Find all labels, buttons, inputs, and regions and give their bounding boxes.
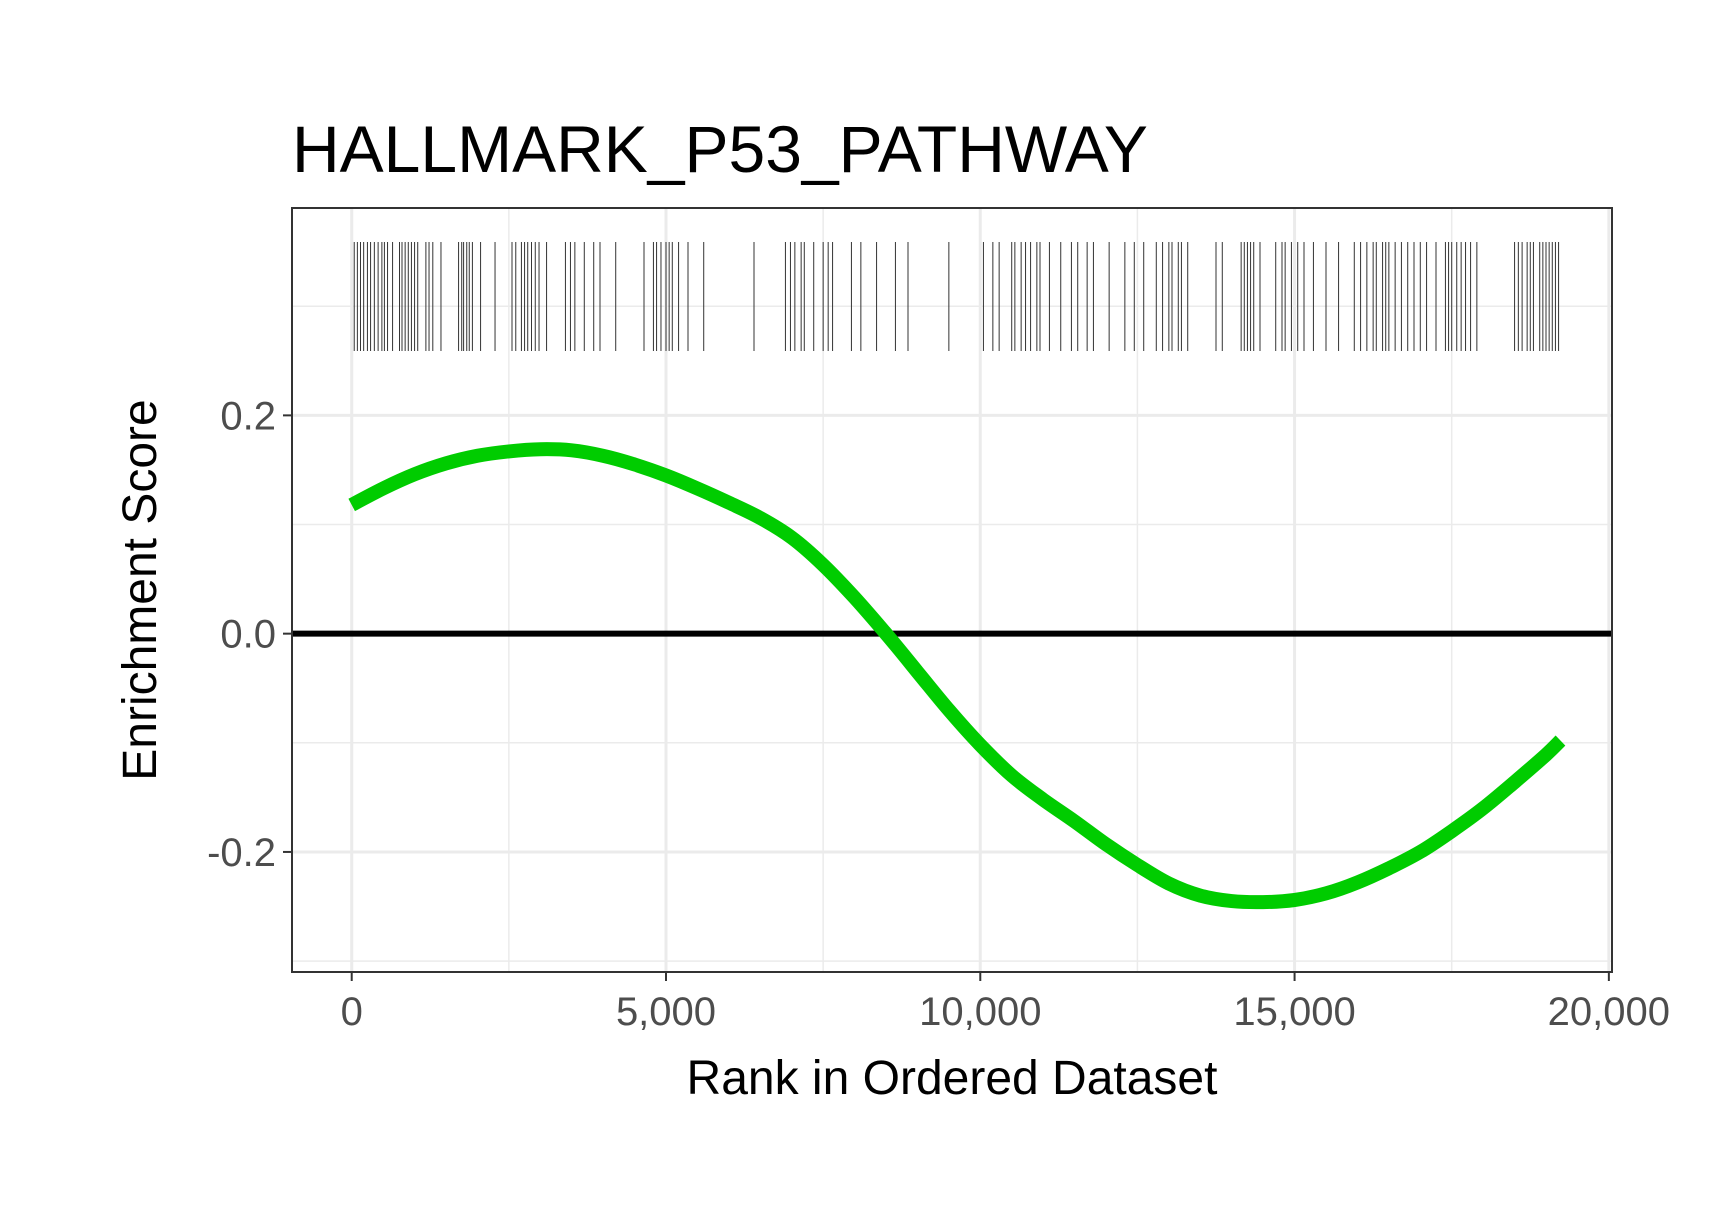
x-axis-title: Rank in Ordered Dataset [687,1052,1218,1105]
enrichment-score-curve [348,442,1566,910]
x-tick-label: 20,000 [1548,990,1670,1034]
y-axis-ticks: -0.2 0.0 0.2 [207,394,292,875]
plot-panel-border [291,207,1613,973]
gene-hit-ticks [353,242,1560,351]
y-tick-label: 0.0 [220,613,276,657]
y-tick-label: -0.2 [207,831,276,875]
chart-title: HALLMARK_P53_PATHWAY [292,112,1148,186]
y-axis-title: Enrichment Score [114,399,167,781]
x-axis-ticks: 0 5,000 10,000 15,000 20,000 [341,972,1670,1034]
x-tick-label: 5,000 [616,990,716,1034]
x-tick-label: 0 [341,990,363,1034]
x-tick-label: 15,000 [1233,990,1355,1034]
x-tick-label: 10,000 [919,990,1041,1034]
enrichment-curves [348,442,1566,910]
y-tick-label: 0.2 [220,394,276,438]
